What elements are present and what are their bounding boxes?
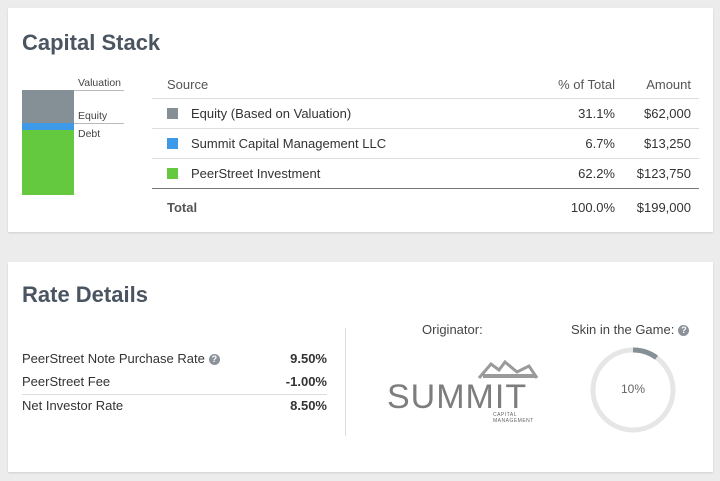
- rate-details-card: Rate Details PeerStreet Note Purchase Ra…: [8, 262, 713, 472]
- total-label: Total: [167, 200, 198, 215]
- rate-label-wrap: PeerStreet Note Purchase Rate?: [22, 351, 220, 366]
- stack-segment-summit: [22, 123, 74, 130]
- stack-label-debt: Debt: [78, 128, 101, 140]
- capital-stack-title: Capital Stack: [22, 30, 161, 55]
- rate-label: PeerStreet Note Purchase Rate: [22, 351, 205, 366]
- originator-logo: SUMMIT CAPITAL MANAGEMENT: [387, 356, 542, 424]
- row-amount: $123,750: [636, 166, 691, 181]
- skin-label-wrap: Skin in the Game:?: [571, 322, 690, 337]
- donut-arc: [590, 347, 676, 433]
- swatch-equity: [167, 108, 178, 119]
- row-pct: 6.7%: [585, 136, 615, 151]
- swatch-peerstreet: [167, 168, 178, 179]
- originator-label: Originator:: [422, 322, 483, 337]
- header-source: Source: [167, 77, 209, 92]
- rate-value: -1.00%: [285, 374, 327, 389]
- rate-row: PeerStreet Note Purchase Rate? 9.50%: [22, 348, 327, 370]
- table-row: PeerStreet Investment 62.2% $123,750: [152, 158, 699, 189]
- skin-donut: 10%: [590, 347, 676, 433]
- rate-row: Net Investor Rate 8.50%: [22, 394, 327, 417]
- valuation-guide-line: [74, 90, 124, 91]
- vertical-divider: [345, 328, 346, 436]
- row-pct: 31.1%: [578, 106, 615, 121]
- rate-value: 9.50%: [290, 351, 327, 366]
- row-source: PeerStreet Investment: [191, 166, 321, 181]
- rate-row: PeerStreet Fee -1.00%: [22, 371, 327, 393]
- swatch-summit: [167, 138, 178, 149]
- capital-stack-bar: [22, 90, 74, 195]
- total-amount: $199,000: [636, 200, 691, 215]
- logo-roof-icon: [477, 359, 539, 379]
- table-row: Equity (Based on Valuation) 31.1% $62,00…: [152, 98, 699, 129]
- skin-value: 10%: [620, 382, 646, 396]
- logo-wordmark: SUMMIT: [387, 378, 528, 416]
- total-pct: 100.0%: [570, 200, 615, 215]
- row-source: Summit Capital Management LLC: [191, 136, 387, 151]
- row-amount: $62,000: [644, 106, 691, 121]
- stack-segment-equity: [22, 90, 74, 123]
- skin-donut-chart: [590, 347, 676, 433]
- stack-segment-debt: [22, 130, 74, 195]
- question-circle-icon[interactable]: ?: [208, 354, 220, 365]
- header-amount: Amount: [646, 77, 691, 92]
- capital-stack-card: Capital Stack Valuation Equity Debt Sour…: [8, 8, 713, 232]
- rate-value: 8.50%: [290, 398, 327, 413]
- table-total-row: Total 100.0% $199,000: [152, 188, 699, 223]
- row-source: Equity (Based on Valuation): [191, 106, 352, 121]
- row-amount: $13,250: [644, 136, 691, 151]
- equity-guide-line: [74, 123, 124, 124]
- rate-label: Net Investor Rate: [22, 398, 124, 413]
- stack-label-equity: Equity: [78, 110, 108, 122]
- header-pct: % of Total: [558, 77, 615, 92]
- rate-label: PeerStreet Fee: [22, 374, 111, 389]
- rate-details-title: Rate Details: [22, 282, 148, 307]
- table-header: Source % of Total Amount: [152, 70, 699, 100]
- stack-label-valuation: Valuation: [78, 77, 122, 89]
- skin-label: Skin in the Game:: [571, 322, 675, 337]
- question-circle-icon[interactable]: ?: [678, 325, 690, 336]
- logo-subtitle: CAPITAL MANAGEMENT: [493, 412, 534, 424]
- row-pct: 62.2%: [578, 166, 615, 181]
- table-row: Summit Capital Management LLC 6.7% $13,2…: [152, 128, 699, 159]
